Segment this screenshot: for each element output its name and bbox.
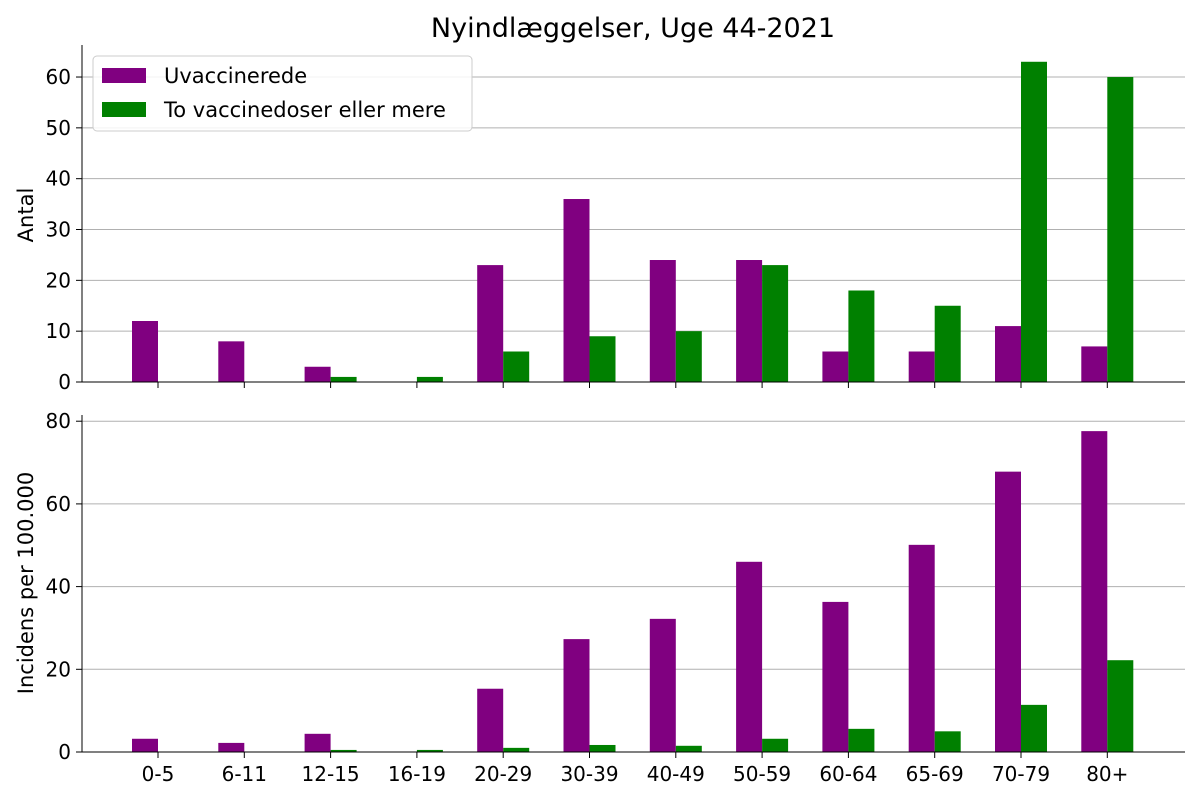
y-axis-label: Incidens per 100.000 [14, 472, 38, 694]
legend-swatch-uvaccinerede [102, 68, 146, 83]
legend-label-uvaccinerede: Uvaccinerede [164, 64, 307, 88]
legend: Uvaccinerede To vaccinedoser eller mere [92, 55, 473, 132]
bar-uvaccinerede-70-79 [995, 326, 1021, 382]
bar-to-vaccinedoser-eller-mere-50-59 [762, 738, 789, 752]
legend-box [92, 55, 473, 132]
panel-1: 0 10 20 30 40 50 60 Antal Uvaccinerede To vaccine… [14, 45, 1185, 394]
bar-to-vaccinedoser-eller-mere-70-79 [1021, 61, 1047, 383]
x-tick-label-20-29: 20-29 [474, 762, 532, 786]
bar-to-vaccinedoser-eller-mere-50-59 [762, 265, 789, 382]
bar-to-vaccinedoser-eller-mere-12-15 [330, 749, 357, 752]
bar-to-vaccinedoser-eller-mere-40-49 [675, 331, 702, 382]
bar-to-vaccinedoser-eller-mere-65-69 [934, 731, 961, 752]
bar-uvaccinerede-6-11 [218, 742, 245, 752]
bar-to-vaccinedoser-eller-mere-80 [1107, 660, 1134, 752]
bar-to-vaccinedoser-eller-mere-40-49 [675, 745, 702, 752]
bar-to-vaccinedoser-eller-mere-20-29 [503, 747, 530, 752]
x-tick-label-70-79: 70-79 [992, 762, 1050, 786]
bar-uvaccinerede-12-15 [304, 366, 331, 382]
x-tick-label-65-69: 65-69 [906, 762, 964, 786]
bar-uvaccinerede-40-49 [649, 260, 676, 382]
y-tick-label: 0 [58, 370, 71, 394]
legend-swatch-to-vaccinedoser-eller-mere [102, 102, 146, 117]
bar-uvaccinerede-60-64 [822, 351, 849, 382]
y-tick-label: 80 [46, 409, 71, 433]
bar-to-vaccinedoser-eller-mere-20-29 [503, 351, 530, 382]
x-tick-label-12-15: 12-15 [302, 762, 360, 786]
legend-label-to-vaccinedoser-eller-mere: To vaccinedoser eller mere [163, 98, 446, 122]
bar-to-vaccinedoser-eller-mere-16-19 [416, 376, 443, 382]
bar-uvaccinerede-20-29 [477, 688, 504, 752]
y-axis-label: Antal [14, 188, 38, 243]
bar-uvaccinerede-50-59 [736, 561, 763, 752]
bar-to-vaccinedoser-eller-mere-60-64 [848, 728, 875, 752]
bar-uvaccinerede-20-29 [477, 265, 504, 382]
y-tick-label: 20 [46, 657, 71, 681]
y-tick-label: 30 [46, 218, 71, 242]
x-tick-label-0-5: 0-5 [142, 762, 175, 786]
x-tick-label-60-64: 60-64 [819, 762, 877, 786]
bar-to-vaccinedoser-eller-mere-30-39 [589, 336, 616, 382]
x-tick-label-50-59: 50-59 [733, 762, 791, 786]
bar-uvaccinerede-60-64 [822, 601, 849, 752]
y-tick-label: 0 [58, 740, 71, 764]
x-tick-label-16-19: 16-19 [388, 762, 446, 786]
bar-uvaccinerede-65-69 [908, 544, 935, 752]
bar-uvaccinerede-30-39 [563, 199, 590, 382]
bar-uvaccinerede-6-11 [218, 341, 245, 382]
bar-to-vaccinedoser-eller-mere-30-39 [589, 744, 616, 752]
chart-title: Nyindlæggelser, Uge 44-2021 [431, 13, 835, 44]
y-tick-label: 50 [46, 116, 71, 140]
x-tick-label-30-39: 30-39 [560, 762, 618, 786]
bar-uvaccinerede-80 [1081, 346, 1108, 382]
bar-uvaccinerede-0-5 [132, 738, 158, 752]
bar-uvaccinerede-65-69 [908, 351, 935, 382]
bar-to-vaccinedoser-eller-mere-65-69 [934, 305, 961, 382]
bar-uvaccinerede-30-39 [563, 639, 590, 752]
y-tick-label: 40 [46, 575, 71, 599]
bar-to-vaccinedoser-eller-mere-80 [1107, 77, 1134, 383]
y-tick-label: 60 [46, 492, 71, 516]
x-tick-label-80: 80+ [1086, 762, 1128, 786]
bar-uvaccinerede-12-15 [304, 733, 331, 752]
y-tick-label: 40 [46, 167, 71, 191]
bar-to-vaccinedoser-eller-mere-70-79 [1021, 704, 1047, 752]
bar-uvaccinerede-0-5 [132, 321, 158, 382]
panel-2: 0 20 40 60 80 0-5 6-11 12-15 16-19 20-29 30-39 40-4… [14, 409, 1185, 786]
x-tick-label-40-49: 40-49 [647, 762, 705, 786]
bar-uvaccinerede-70-79 [995, 471, 1021, 752]
x-tick-label-6-11: 6-11 [222, 762, 267, 786]
bar-to-vaccinedoser-eller-mere-16-19 [416, 749, 443, 752]
bar-uvaccinerede-50-59 [736, 260, 763, 382]
y-tick-label: 10 [46, 319, 71, 343]
bar-uvaccinerede-40-49 [649, 618, 676, 752]
bar-uvaccinerede-80 [1081, 431, 1108, 752]
y-tick-label: 60 [46, 65, 71, 89]
bar-to-vaccinedoser-eller-mere-60-64 [848, 290, 875, 382]
chart-panels: 0 10 20 30 40 50 60 Antal Uvaccinerede To vaccine… [14, 45, 1185, 786]
bar-to-vaccinedoser-eller-mere-12-15 [330, 376, 357, 382]
y-tick-label: 20 [46, 268, 71, 292]
